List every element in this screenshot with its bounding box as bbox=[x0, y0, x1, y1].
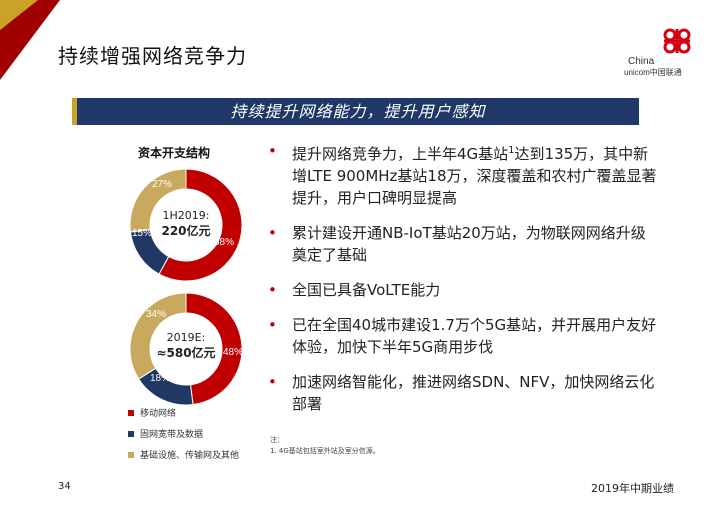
footnote-marker: 1 bbox=[508, 145, 515, 156]
bullet-dot-icon: • bbox=[268, 373, 277, 391]
china-unicom-logo: China unicom中国联通 bbox=[622, 26, 712, 78]
chart-section-title: 资本开支结构 bbox=[138, 146, 211, 160]
bullet-dot-icon: • bbox=[268, 281, 277, 299]
logo-text-china: China bbox=[628, 56, 655, 67]
bullet-text: 全国已具备VoLTE能力 bbox=[292, 281, 441, 299]
bullet-text: 累计建设开通NB-IoT基站20万站，为物联网网络升级奠定了基础 bbox=[292, 224, 646, 264]
slice-label-fixed: 15% bbox=[132, 228, 153, 239]
bullet-dot-icon: • bbox=[268, 224, 277, 242]
legend-label: 基础设施、传输网及其他 bbox=[140, 451, 240, 461]
footnote: 注： 1. 4G基站包括室外站及室分信源。 bbox=[270, 435, 380, 457]
legend-item-mobile: 移动网络 bbox=[128, 405, 239, 420]
footer-report-name: 2019年中期业绩 bbox=[591, 482, 674, 495]
legend-item-fixed: 固网宽带及数据 bbox=[128, 426, 239, 441]
unicom-knot-icon bbox=[663, 28, 691, 54]
donut-svg-2019e bbox=[129, 292, 243, 406]
legend-label: 移动网络 bbox=[140, 409, 177, 419]
legend-swatch-fixed bbox=[128, 430, 134, 437]
legend-item-infra: 基础设施、传输网及其他 bbox=[128, 447, 239, 462]
logo-text-unicom: unicom中国联通 bbox=[624, 68, 682, 77]
donut-chart-2019e: 2019E: ≈580亿元 48% 18% 34% bbox=[126, 289, 246, 409]
bullet-item: • 加速网络智能化，推进网络SDN、NFV，加快网络云化部署 bbox=[264, 371, 659, 415]
donut-slice-infra bbox=[129, 168, 187, 233]
corner-decoration bbox=[0, 0, 60, 80]
slice-label-mobile: 58% bbox=[214, 237, 235, 248]
donut-center-value: 220亿元 bbox=[161, 224, 211, 238]
legend-label: 固网宽带及数据 bbox=[140, 430, 204, 440]
donut-slice-mobile bbox=[158, 168, 243, 282]
bullet-text: 加速网络智能化，推进网络SDN、NFV，加快网络云化部署 bbox=[292, 373, 655, 413]
donut-slice-infra bbox=[129, 292, 187, 380]
legend-swatch-infra bbox=[128, 451, 134, 458]
section-banner: 持续提升网络能力，提升用户感知 bbox=[72, 98, 639, 125]
donut-chart-1h2019: 1H2019: 220亿元 58% 15% 27% bbox=[126, 165, 246, 285]
bullet-dot-icon: • bbox=[268, 142, 277, 160]
donut-svg-1h2019 bbox=[129, 168, 243, 282]
page-title: 持续增强网络竞争力 bbox=[58, 44, 247, 68]
slice-label-mobile: 48% bbox=[223, 347, 244, 358]
bullet-item: • 累计建设开通NB-IoT基站20万站，为物联网网络升级奠定了基础 bbox=[264, 222, 659, 266]
legend-swatch-mobile bbox=[128, 409, 134, 416]
page-number: 34 bbox=[58, 481, 71, 492]
footnote-item: 1. 4G基站包括室外站及室分信源。 bbox=[270, 447, 380, 455]
donut-center-2019e: 2019E: ≈580亿元 bbox=[126, 331, 246, 361]
bullet-text: 提升网络竞争力，上半年4G基站1达到135万，其中新增LTE 900MHz基站1… bbox=[292, 145, 657, 207]
donut-slice-mobile bbox=[185, 292, 243, 406]
footnote-label: 注： bbox=[270, 436, 284, 444]
bullet-item: • 全国已具备VoLTE能力 bbox=[264, 279, 659, 301]
donut-center-value: ≈580亿元 bbox=[156, 346, 216, 360]
donut-center-1h2019: 1H2019: 220亿元 bbox=[126, 209, 246, 239]
bullet-item: • 提升网络竞争力，上半年4G基站1达到135万，其中新增LTE 900MHz基… bbox=[264, 140, 659, 209]
donut-center-label: 2019E: bbox=[166, 331, 206, 344]
chart-legend: 移动网络 固网宽带及数据 基础设施、传输网及其他 bbox=[128, 405, 239, 468]
bullet-list: • 提升网络竞争力，上半年4G基站1达到135万，其中新增LTE 900MHz基… bbox=[264, 140, 659, 415]
banner-text: 持续提升网络能力，提升用户感知 bbox=[230, 102, 486, 121]
slice-label-fixed: 18% bbox=[150, 373, 171, 384]
bullet-item: • 已在全国40城市建设1.7万个5G基站，并开展用户友好体验，加快下半年5G商… bbox=[264, 314, 659, 358]
slice-label-infra: 27% bbox=[152, 179, 173, 190]
donut-center-label: 1H2019: bbox=[162, 209, 210, 222]
bullet-text: 已在全国40城市建设1.7万个5G基站，并开展用户友好体验，加快下半年5G商用步… bbox=[292, 316, 657, 356]
bullet-dot-icon: • bbox=[268, 316, 277, 334]
slice-label-infra: 34% bbox=[146, 309, 167, 320]
